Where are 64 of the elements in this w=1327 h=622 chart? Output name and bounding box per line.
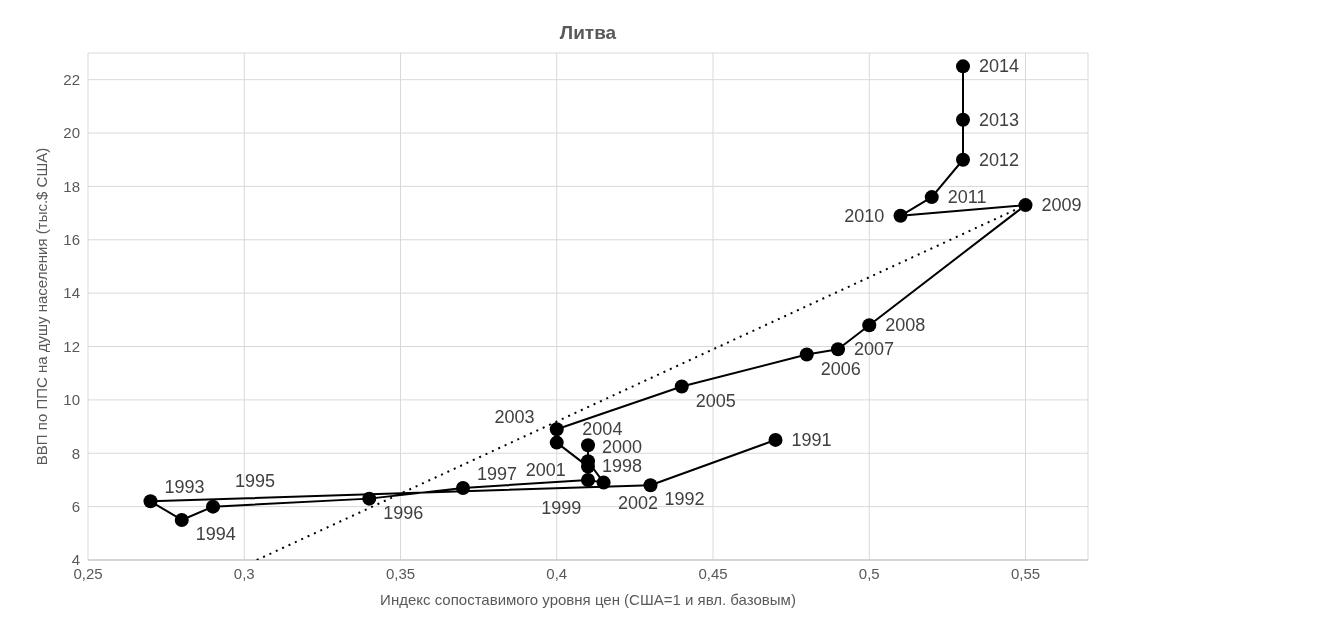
annotation: 2007 [854,339,895,360]
x-tick-label: 0,5 [858,564,880,582]
annotation: 2005 [695,390,736,411]
point [643,478,658,493]
x-tick-label: 0,3 [233,564,255,582]
annotation: 1996 [383,502,424,523]
x-tick-label: 0,45 [698,564,728,582]
annotation: 1998 [602,455,643,476]
annotation: 1997 [477,463,518,484]
annotation: 1994 [195,523,236,544]
point [362,491,377,506]
y-tick-label: 14 [63,284,80,302]
point [143,494,158,509]
point [174,512,189,527]
point [549,435,564,450]
annotation: 2009 [1041,195,1082,216]
annotation: 1999 [541,497,582,518]
point [581,438,595,453]
annotation: 2008 [885,315,926,336]
point [799,347,814,362]
point [1018,198,1033,213]
annotation: 2012 [979,149,1020,170]
point [831,342,845,357]
annotation: 2002 [618,493,659,514]
point [674,379,689,394]
annotation: 2004 [582,419,623,440]
y-tick-label: 18 [63,177,80,195]
annotation: 2000 [602,437,643,458]
annotation: 2013 [979,109,1020,130]
x-axis-title: Индекс сопоставимого уровня цен (США=1 и явл. базовым) [380,590,796,608]
annotation: 2003 [494,407,535,428]
point [768,432,783,447]
annotation: 2014 [979,56,1020,77]
x-tick-label: 0,35 [385,564,416,582]
y-tick-label: 6 [71,497,80,515]
y-tick-label: 16 [63,231,80,249]
annotation: 2011 [947,187,987,208]
annotation: 1991 [791,429,832,450]
point [924,190,939,205]
annotation: 1992 [664,489,705,510]
point [596,475,611,490]
annotation: 2006 [820,358,861,379]
point [893,208,908,223]
point [581,472,595,487]
annotation: 2010 [844,205,885,226]
point [956,59,970,74]
point [549,422,564,437]
y-tick-label: 20 [63,124,80,142]
y-tick-label: 12 [63,337,80,355]
x-tick-label: 0,55 [1010,564,1041,582]
point [956,152,970,167]
chart-title: Литва [558,22,618,44]
annotation: 1995 [235,471,276,492]
point [956,112,970,127]
y-tick-label: 10 [63,391,80,409]
y-tick-label: 8 [71,444,80,462]
point [862,318,877,333]
point [206,499,220,514]
annotation: 1993 [164,477,205,498]
annotation: 2001 [525,460,566,481]
point [456,480,470,495]
x-tick-label: 0,4 [546,564,568,582]
y-axis-title: ВВП по ППС на душу населения (тыс.$ США) [33,147,51,466]
y-tick-label: 22 [63,71,80,89]
